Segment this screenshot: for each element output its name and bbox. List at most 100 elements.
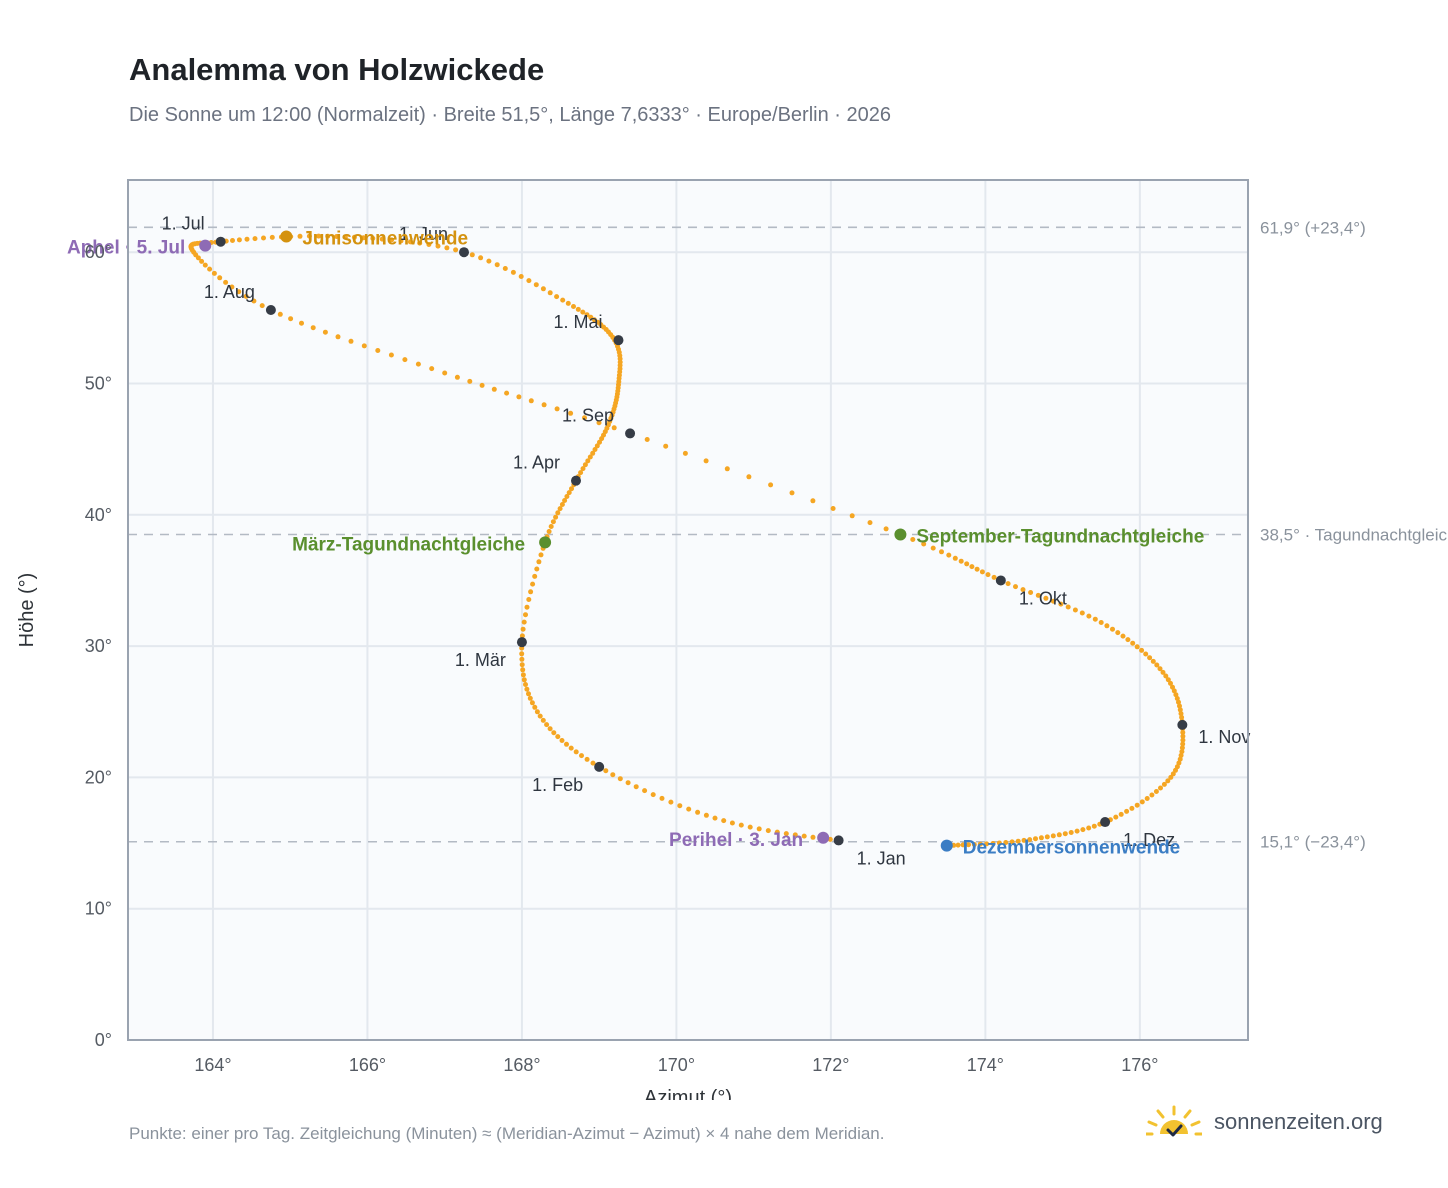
reference-label: 15,1° (−23,4°) xyxy=(1260,833,1366,852)
x-tick-label: 164° xyxy=(194,1055,231,1075)
daily-point xyxy=(1033,836,1038,842)
daily-point xyxy=(528,589,534,595)
daily-point xyxy=(625,780,631,786)
daily-point xyxy=(1161,781,1167,787)
daily-point xyxy=(1180,741,1186,747)
daily-point xyxy=(526,691,531,697)
brand[interactable]: sonnenzeiten.org xyxy=(1146,1102,1383,1142)
daily-point xyxy=(559,502,565,507)
brand-name: sonnenzeiten.org xyxy=(1214,1109,1383,1134)
daily-point xyxy=(555,734,561,740)
special-marker xyxy=(817,831,830,844)
daily-point xyxy=(261,235,266,241)
month-label: 1. Jun xyxy=(399,224,448,244)
daily-point xyxy=(252,236,258,242)
daily-point xyxy=(526,597,532,602)
daily-point xyxy=(703,458,709,464)
daily-point xyxy=(299,320,304,326)
daily-point xyxy=(334,234,340,239)
sun-check-icon xyxy=(1146,1105,1202,1137)
daily-point xyxy=(547,726,553,732)
daily-point xyxy=(564,494,570,499)
y-tick-label: 50° xyxy=(85,374,112,394)
daily-point xyxy=(537,713,543,719)
daily-point xyxy=(325,233,331,239)
daily-point xyxy=(223,279,229,285)
daily-point xyxy=(1015,838,1021,844)
daily-point xyxy=(1171,688,1177,694)
y-tick-label: 60° xyxy=(85,242,112,262)
month-label: 1. Mär xyxy=(455,650,506,670)
daily-point xyxy=(1170,684,1175,690)
daily-point xyxy=(633,784,639,790)
daily-point xyxy=(229,284,235,290)
special-marker xyxy=(539,536,552,549)
daily-point xyxy=(610,772,616,778)
daily-point xyxy=(527,695,533,701)
daily-point xyxy=(479,382,485,388)
daily-point xyxy=(1179,745,1185,751)
daily-point xyxy=(547,290,553,296)
daily-point xyxy=(984,841,990,847)
daily-point xyxy=(1168,774,1174,780)
month-marker xyxy=(613,335,624,346)
daily-point xyxy=(603,768,609,774)
month-marker xyxy=(265,304,276,315)
y-tick-label: 40° xyxy=(85,505,112,525)
daily-point xyxy=(939,549,944,555)
special-marker xyxy=(894,528,907,541)
special-marker xyxy=(199,239,212,252)
daily-point xyxy=(444,245,450,251)
daily-point xyxy=(195,255,201,261)
daily-point xyxy=(1120,633,1126,639)
daily-point xyxy=(573,749,579,755)
daily-point xyxy=(1065,604,1071,610)
daily-point xyxy=(977,841,983,847)
daily-point xyxy=(611,425,617,431)
daily-point xyxy=(524,604,530,610)
y-tick-label: 10° xyxy=(85,899,112,919)
daily-point xyxy=(523,682,528,687)
month-marker xyxy=(995,575,1006,586)
special-marker xyxy=(280,230,293,243)
daily-point xyxy=(520,667,526,673)
daily-point xyxy=(677,803,683,809)
daily-point xyxy=(686,806,692,812)
daily-point xyxy=(590,760,596,766)
daily-point xyxy=(402,357,408,363)
daily-point xyxy=(277,311,283,317)
reference-label: 38,5° · Tagundnachtgleiche xyxy=(1260,526,1448,545)
daily-point xyxy=(532,704,538,710)
special-label: Aphel · 5. Jul xyxy=(67,238,185,259)
daily-point xyxy=(955,842,961,848)
daily-point xyxy=(407,239,413,245)
daily-point xyxy=(1153,789,1159,794)
x-tick-label: 174° xyxy=(967,1055,1004,1075)
daily-point xyxy=(555,510,561,516)
daily-point xyxy=(316,233,322,239)
daily-point xyxy=(1062,831,1068,837)
daily-point xyxy=(1150,658,1156,664)
month-label: 1. Okt xyxy=(1019,588,1067,608)
month-label: 1. Jul xyxy=(162,214,205,234)
daily-point xyxy=(1020,587,1026,593)
daily-point xyxy=(504,390,510,396)
daily-point xyxy=(550,519,556,525)
daily-point xyxy=(1180,737,1186,743)
daily-point xyxy=(502,266,508,271)
daily-point xyxy=(964,561,970,567)
daily-point xyxy=(1173,692,1179,698)
daily-point xyxy=(1027,837,1033,843)
daily-point xyxy=(996,840,1002,846)
daily-point xyxy=(538,552,544,558)
daily-point xyxy=(765,828,771,834)
daily-point xyxy=(557,506,563,512)
daily-point xyxy=(1035,592,1041,598)
analemma-chart: 61,9° (+23,4°) 38,5° · Tagundnachtgleiche… xyxy=(16,179,1448,1100)
x-tick-label: 166° xyxy=(349,1055,386,1075)
daily-point xyxy=(516,394,522,400)
daily-point xyxy=(521,619,527,625)
daily-point xyxy=(435,243,441,249)
daily-point xyxy=(921,541,927,547)
daily-point xyxy=(454,374,460,380)
